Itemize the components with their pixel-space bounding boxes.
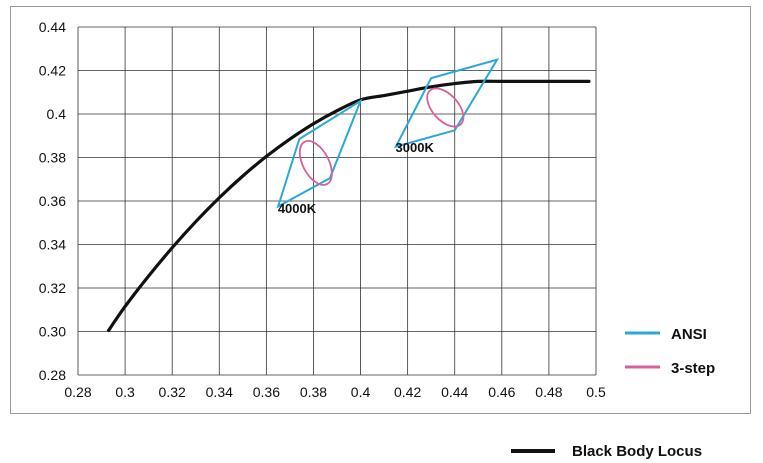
ansi-quadrangle-4000k [276,98,363,209]
x-tick-label: 0.48 [535,384,562,400]
y-tick-label: 0.34 [39,237,66,253]
legend-black-body-locus: Black Body Locus [511,443,702,460]
annotation-layer: 4000K 3000K [278,140,435,216]
y-tick-label: 0.30 [39,324,66,340]
grid [77,26,597,376]
x-tick-label: 0.36 [253,384,280,400]
chart-frame [10,6,751,414]
x-tick-label: 0.42 [394,384,421,400]
3-step-ellipse-3000k [426,87,465,128]
annotation-4000k: 4000K [278,201,317,216]
legend-3step-label: 3-step [671,360,715,377]
x-tick-label: 0.5 [586,384,606,400]
y-tick-label: 0.28 [39,367,66,383]
annotation-3000k: 3000K [396,140,435,155]
x-tick-label: 0.44 [441,384,468,400]
legend: ANSI 3-step [625,326,715,377]
3-step-ellipse-4000k [298,140,333,186]
x-tick-label: 0.46 [488,384,515,400]
y-axis-ticks: 0.28 0.30 0.32 0.34 0.36 0.38 0.4 0.42 0.44 [39,19,66,383]
y-tick-label: 0.44 [39,19,66,35]
y-tick-label: 0.38 [39,150,66,166]
black-body-locus-curve [107,79,591,333]
y-tick-label: 0.32 [39,280,66,296]
y-tick-label: 0.4 [47,106,67,122]
x-tick-label: 0.32 [159,384,186,400]
y-tick-label: 0.42 [39,63,66,79]
y-tick-label: 0.36 [39,193,66,209]
x-tick-label: 0.3 [115,384,135,400]
x-tick-label: 0.38 [300,384,327,400]
series-layer [107,57,591,333]
x-axis-ticks: 0.28 0.3 0.32 0.34 0.36 0.38 0.4 0.42 0.44 0.46 0.… [64,384,606,400]
legend-ansi-label: ANSI [671,326,707,343]
ansi-quadrangle-3000k [393,57,500,149]
x-tick-label: 0.34 [206,384,233,400]
x-tick-label: 0.28 [64,384,91,400]
legend-locus-label: Black Body Locus [572,443,702,460]
x-tick-label: 0.4 [351,384,371,400]
